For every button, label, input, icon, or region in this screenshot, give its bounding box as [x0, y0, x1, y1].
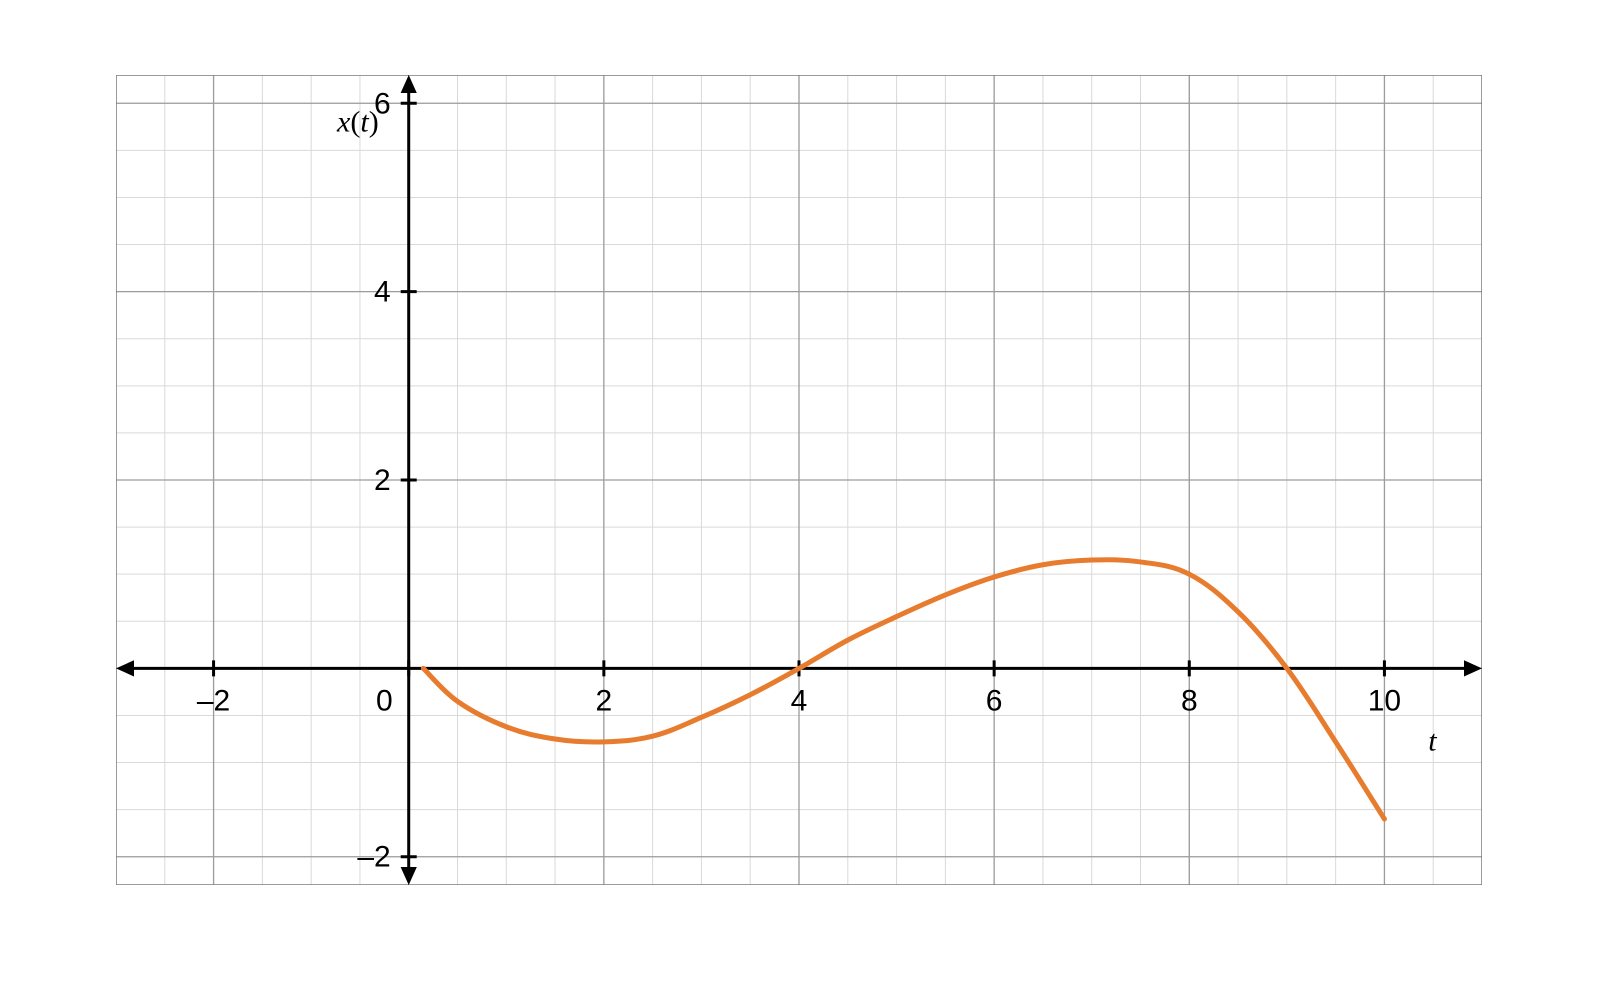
x-tick-label: 10	[1368, 684, 1401, 717]
x-tick-label: –2	[197, 684, 230, 717]
y-tick-label: 4	[374, 276, 391, 309]
line-chart: –20246810–2246x(t)t	[116, 75, 1482, 885]
x-axis-label: t	[1428, 724, 1437, 757]
y-tick-label: –2	[357, 841, 390, 874]
x-tick-label: 8	[1181, 684, 1198, 717]
x-tick-label: 4	[791, 684, 808, 717]
x-tick-label: 2	[596, 684, 613, 717]
chart-container: –20246810–2246x(t)t	[116, 75, 1482, 885]
x-tick-label: 6	[986, 684, 1003, 717]
y-axis-label: x(t)	[336, 105, 379, 138]
y-tick-label: 2	[374, 464, 391, 497]
x-tick-label: 0	[376, 684, 393, 717]
